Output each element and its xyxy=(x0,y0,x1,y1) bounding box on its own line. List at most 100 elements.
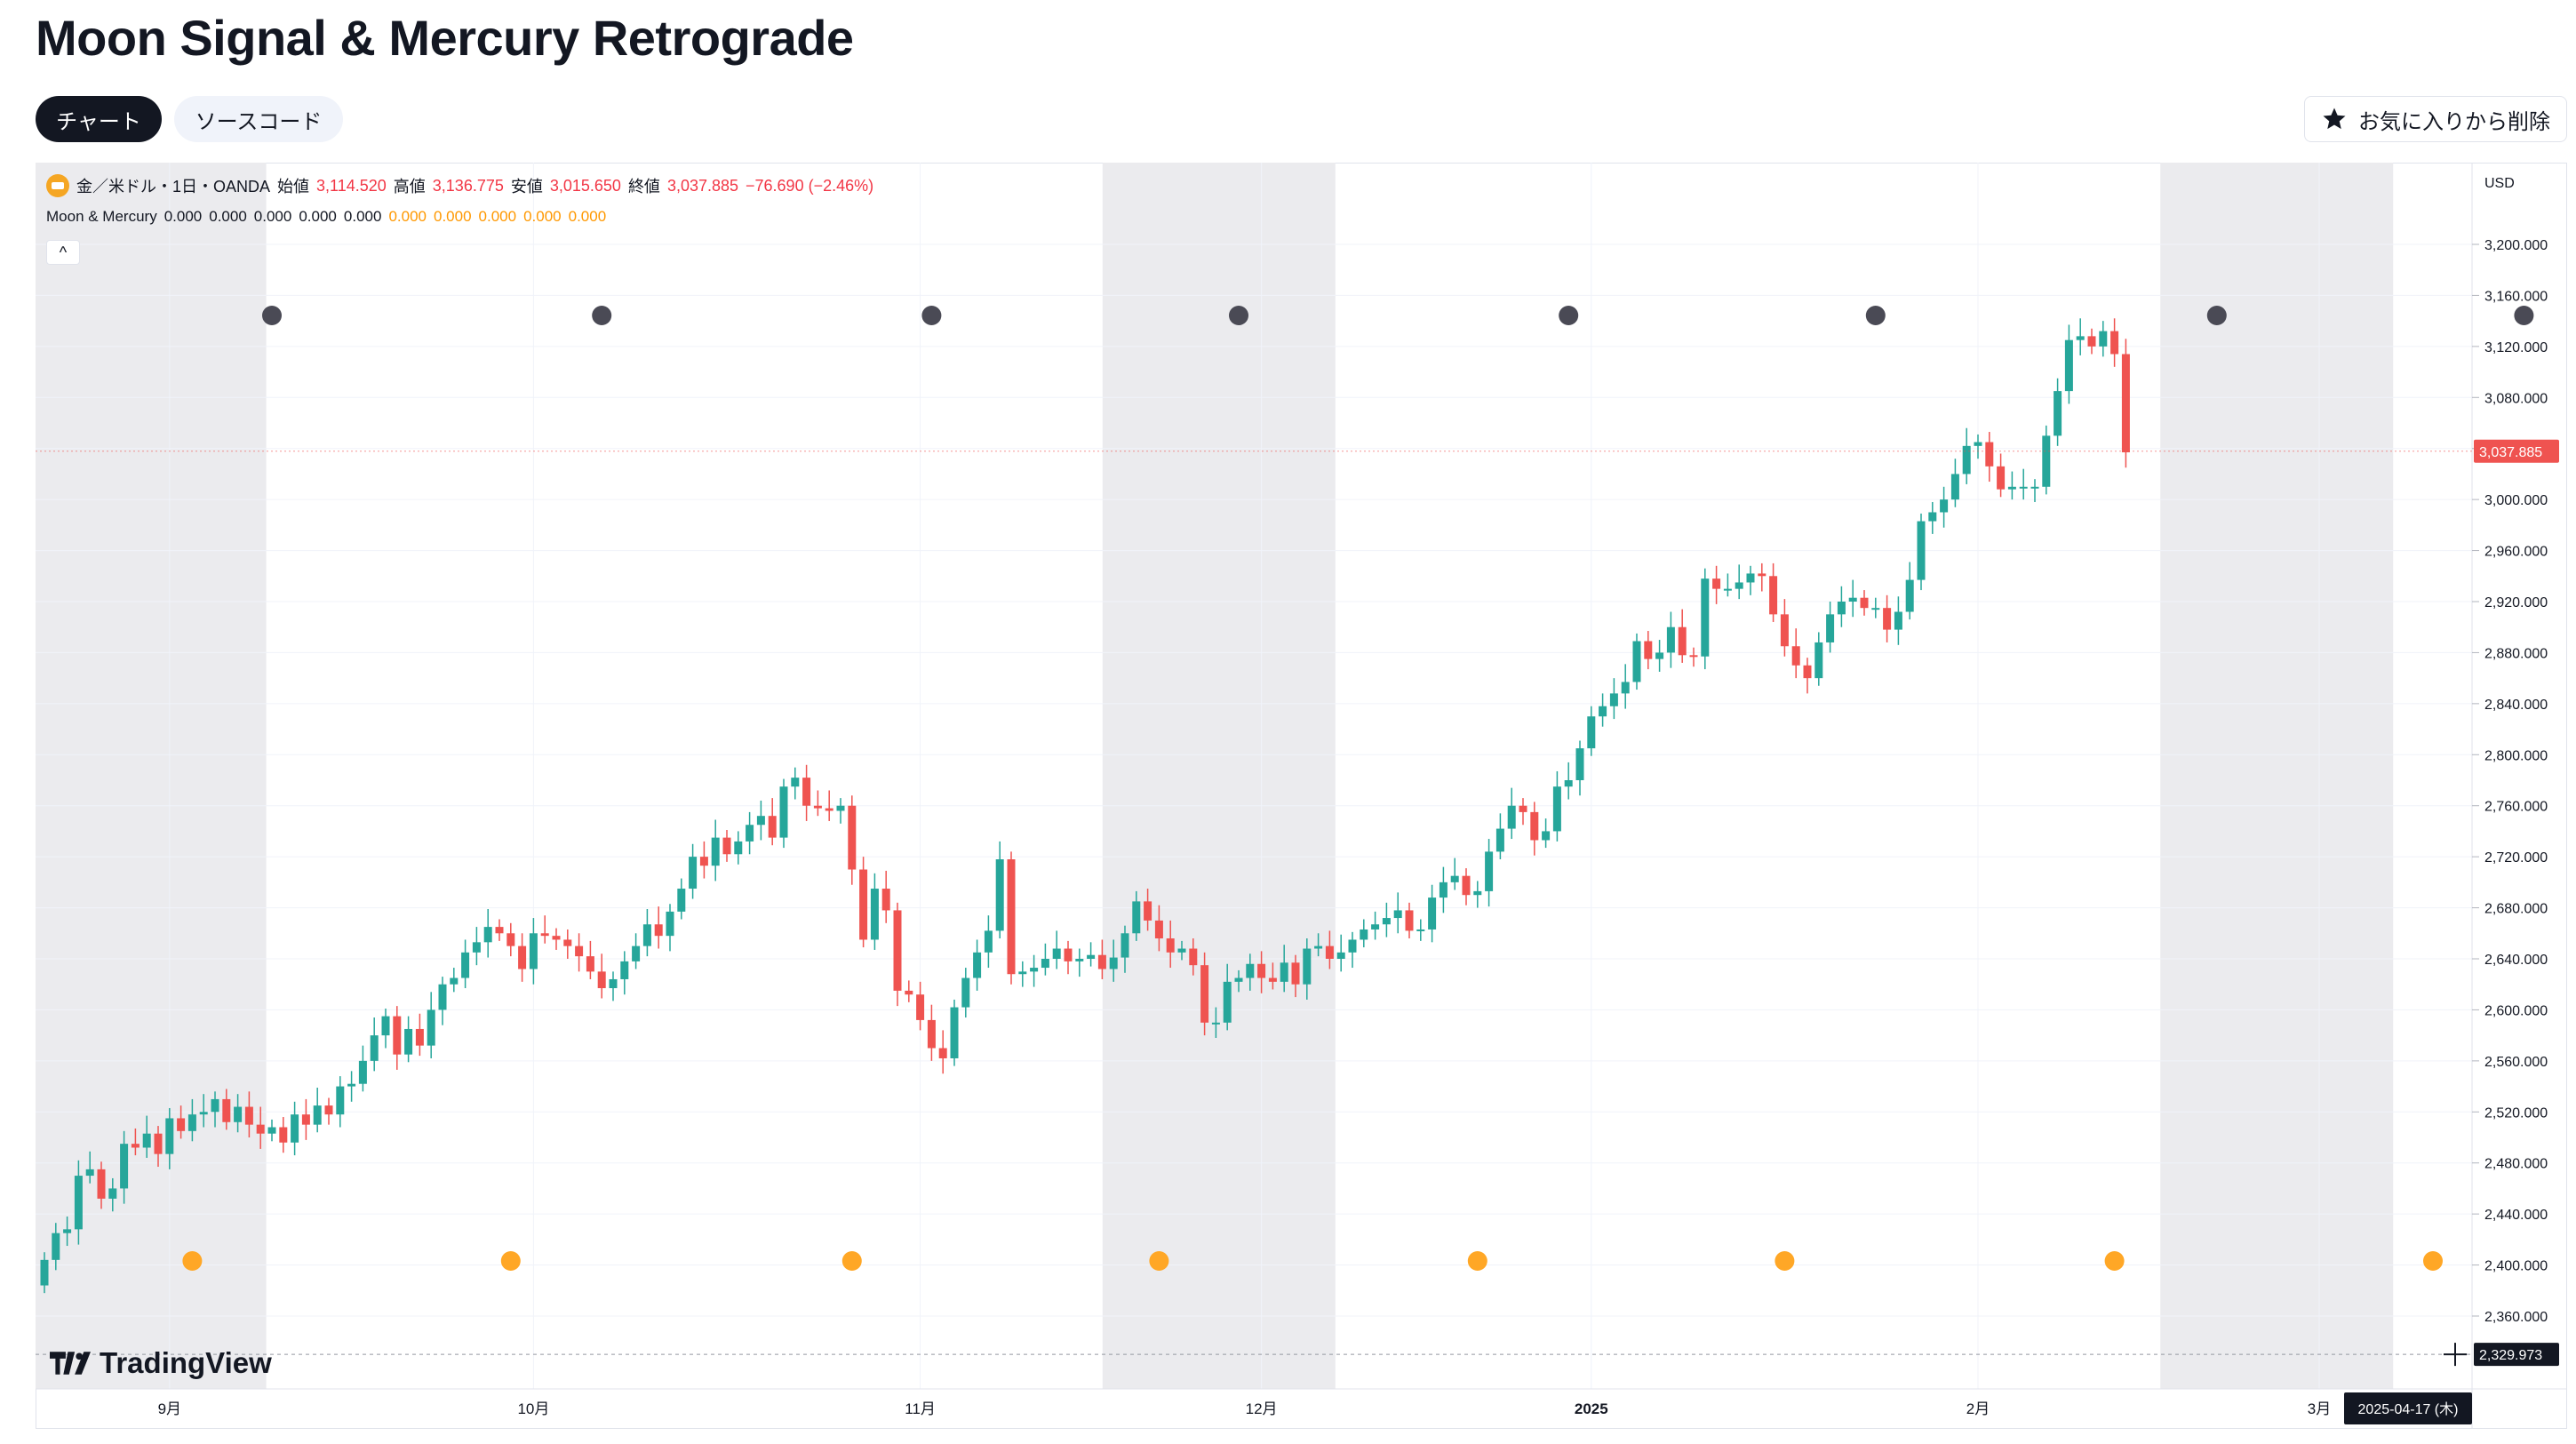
tradingview-logo[interactable]: TradingView xyxy=(50,1346,272,1380)
candle-body xyxy=(370,1035,379,1061)
candle-body xyxy=(97,1169,106,1199)
candle-body xyxy=(1791,646,1800,666)
candle-body xyxy=(620,961,629,979)
candle-body xyxy=(768,816,777,838)
tab-source-code[interactable]: ソースコード xyxy=(174,96,343,142)
candle-body xyxy=(1405,910,1414,931)
full-moon-marker xyxy=(1149,1251,1169,1271)
candle-body xyxy=(825,808,833,811)
candle-body xyxy=(1552,786,1561,832)
candle-body xyxy=(2087,336,2096,347)
candle-body xyxy=(859,869,868,940)
candle-body xyxy=(244,1106,253,1125)
candle-body xyxy=(120,1144,129,1189)
tradingview-wordmark: TradingView xyxy=(100,1346,272,1379)
price-tick-label: 3,000.000 xyxy=(2484,493,2548,508)
remove-favorite-label: お気に入りから削除 xyxy=(2358,109,2550,134)
price-tick-label: 2,680.000 xyxy=(2484,902,2548,917)
indicator-value-orange: 0.000 xyxy=(568,208,607,225)
candle-body xyxy=(905,990,913,995)
indicator-name[interactable]: Moon & Mercury xyxy=(46,208,157,225)
candle-body xyxy=(336,1086,345,1115)
price-tick-label: 2,960.000 xyxy=(2484,545,2548,560)
candle-body xyxy=(779,786,788,838)
candle-body xyxy=(1564,780,1573,787)
candle-body xyxy=(1154,920,1163,939)
full-moon-marker xyxy=(500,1251,521,1271)
retrograde-shading-layer xyxy=(36,163,2394,1389)
candle-body xyxy=(1485,851,1494,891)
candle-body xyxy=(267,1127,276,1134)
crosshair-price-badge xyxy=(2474,1343,2559,1367)
candle-body xyxy=(2030,486,2039,489)
currency-label[interactable]: USD xyxy=(2484,176,2515,191)
candle-body xyxy=(746,825,754,842)
candle-body xyxy=(2076,336,2085,340)
candle-body xyxy=(1450,875,1459,882)
current-price-badge xyxy=(2474,439,2559,463)
candle-body xyxy=(1735,582,1743,589)
candle-body xyxy=(1928,512,1937,522)
candle-body xyxy=(1200,965,1209,1023)
candle-body xyxy=(1644,641,1653,659)
retrograde-period xyxy=(36,163,267,1389)
indicator-value-orange: 0.000 xyxy=(388,208,427,225)
candle-body xyxy=(938,1048,947,1058)
candle-body xyxy=(1121,933,1129,958)
candle-body xyxy=(1575,748,1584,780)
time-tick-label: 10月 xyxy=(517,1400,549,1417)
candle-body xyxy=(1234,977,1243,982)
tab-chart[interactable]: チャート xyxy=(36,96,162,142)
grid-layer xyxy=(36,163,2472,1389)
candle-body xyxy=(540,933,549,937)
candle-body xyxy=(699,857,708,866)
price-tick-label: 3,120.000 xyxy=(2484,340,2548,355)
candle-body xyxy=(1997,466,2006,490)
change-value: −76.690 (−2.46%) xyxy=(746,176,874,195)
candle-body xyxy=(234,1106,243,1122)
candle-body xyxy=(973,952,982,978)
candle-body xyxy=(1985,442,1994,467)
candle-body xyxy=(1211,1022,1220,1025)
candle-body xyxy=(1018,971,1027,975)
candle-body xyxy=(1621,682,1630,694)
candle-body xyxy=(813,805,822,809)
price-tick-label: 3,200.000 xyxy=(2484,238,2548,253)
price-tick-label: 2,560.000 xyxy=(2484,1055,2548,1070)
time-tick-label: 9月 xyxy=(158,1400,181,1417)
candle-body xyxy=(165,1118,174,1154)
gold-symbol-icon xyxy=(46,174,69,197)
candle-body xyxy=(791,778,800,787)
candle-body xyxy=(1803,665,1812,679)
candle-body xyxy=(142,1133,151,1148)
candle-body xyxy=(1439,882,1448,898)
candle-body xyxy=(1587,716,1596,749)
price-tick-label: 2,880.000 xyxy=(2484,646,2548,661)
candle-body xyxy=(609,978,618,989)
candle-body xyxy=(1064,948,1073,961)
price-tick-label: 2,440.000 xyxy=(2484,1208,2548,1223)
candle-body xyxy=(1689,655,1698,658)
page-title: Moon Signal & Mercury Retrograde xyxy=(36,10,854,66)
candle-body xyxy=(63,1229,72,1233)
candle-body xyxy=(802,778,811,806)
price-tick-label: 2,640.000 xyxy=(2484,953,2548,968)
candle-body xyxy=(404,1028,413,1055)
candle-body xyxy=(1314,945,1323,949)
crosshair-date-label: 2025-04-17 (木) xyxy=(2358,1401,2459,1417)
candle-body xyxy=(1428,898,1437,929)
candle-body xyxy=(279,1127,288,1143)
indicator-value: 0.000 xyxy=(163,208,203,225)
price-chart[interactable]: 2,360.000 2,400.000 2,440.000 2,480.000 2,52… xyxy=(36,163,2567,1429)
candle-body xyxy=(1632,641,1641,682)
remove-favorite-button[interactable]: お気に入りから削除 xyxy=(2304,96,2567,142)
collapse-legend-button[interactable]: ^ xyxy=(46,240,80,265)
price-tick-label: 2,520.000 xyxy=(2484,1105,2548,1121)
candle-body xyxy=(1030,968,1039,972)
price-axis: 2,360.000 2,400.000 2,440.000 2,480.000 2,52… xyxy=(36,163,2559,1429)
candle-body xyxy=(677,889,686,912)
candle-body xyxy=(1348,939,1357,953)
price-tick-label: 3,080.000 xyxy=(2484,391,2548,406)
new-moon-marker xyxy=(1229,306,1248,325)
symbol-name[interactable]: 金／米ドル・1日・OANDA xyxy=(76,178,271,195)
